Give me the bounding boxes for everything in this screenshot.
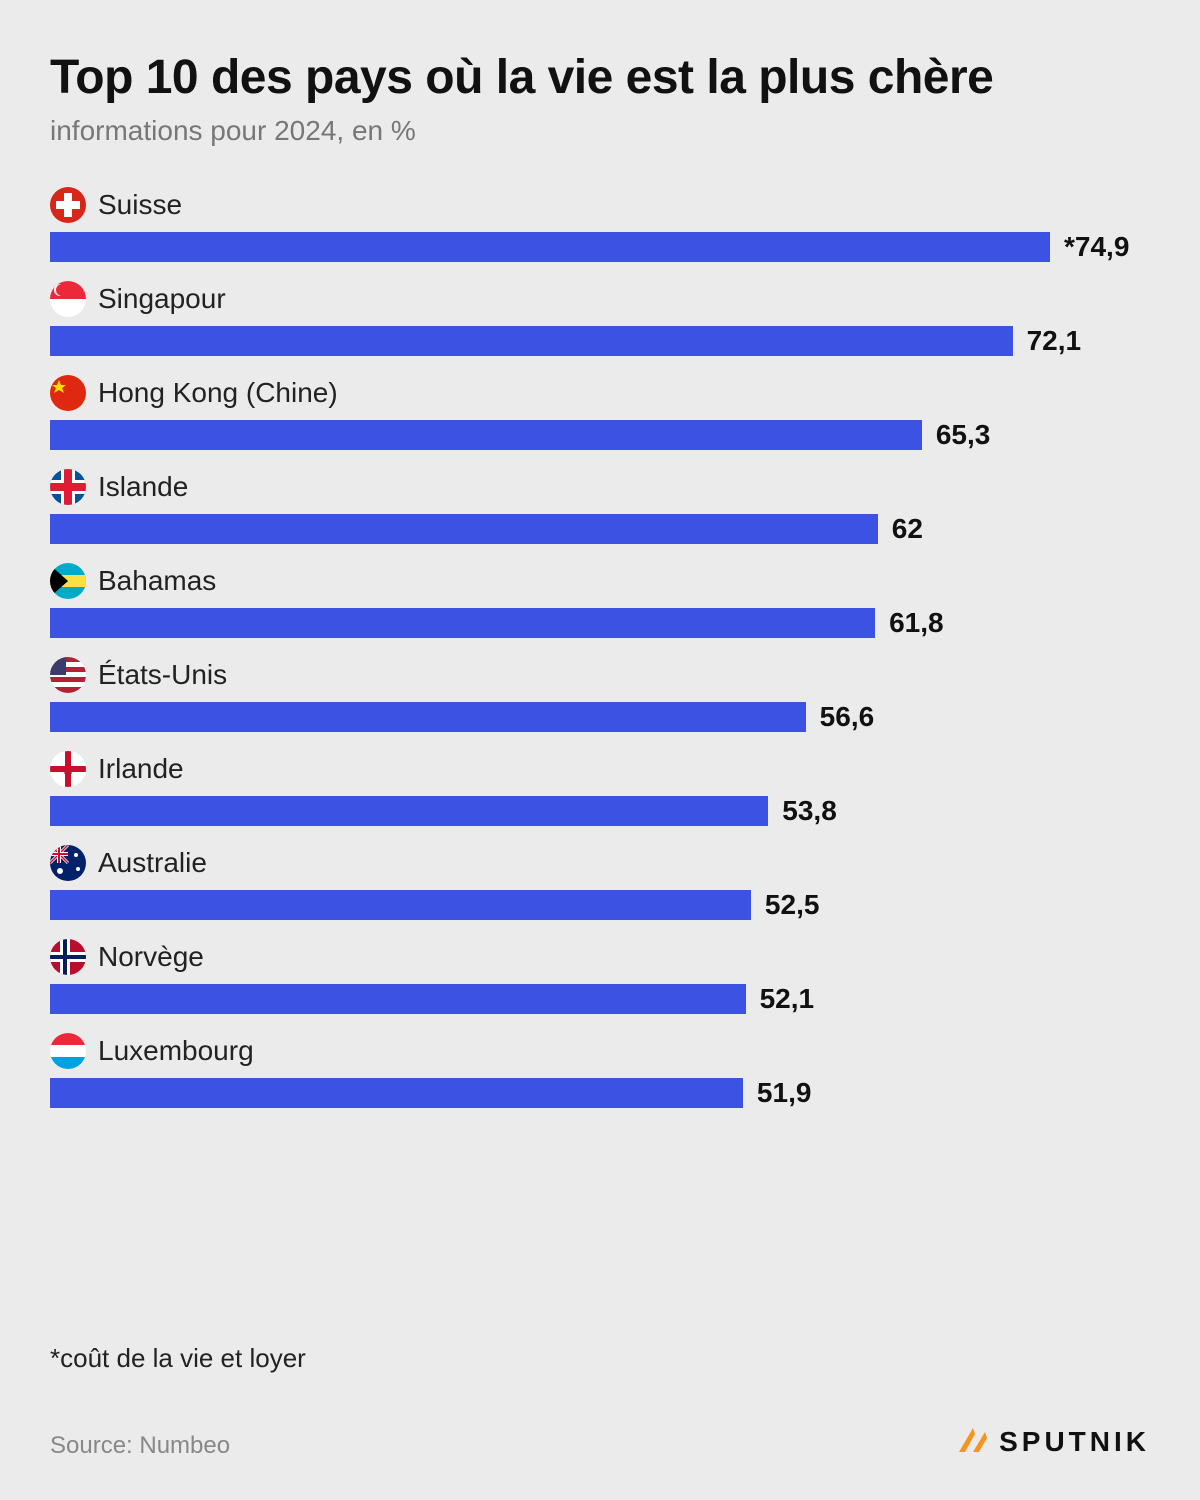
bar-row: Suisse *74,9 <box>50 187 1150 263</box>
bar-line: 52,5 <box>50 889 1150 921</box>
row-label: Bahamas <box>50 563 1150 599</box>
bar-line: 72,1 <box>50 325 1150 357</box>
row-label: États-Unis <box>50 657 1150 693</box>
bar-line: 56,6 <box>50 701 1150 733</box>
bar-value: 61,8 <box>889 607 944 639</box>
bar-line: *74,9 <box>50 231 1150 263</box>
bar-row: Irlande 53,8 <box>50 751 1150 827</box>
flag-icon <box>50 1033 86 1069</box>
bar-value: 51,9 <box>757 1077 812 1109</box>
row-label: Australie <box>50 845 1150 881</box>
bar-line: 65,3 <box>50 419 1150 451</box>
bar-value: *74,9 <box>1064 231 1129 263</box>
country-name: États-Unis <box>98 659 227 691</box>
bar-value: 65,3 <box>936 419 991 451</box>
country-name: Irlande <box>98 753 184 785</box>
bar <box>50 420 922 450</box>
flag-icon <box>50 845 86 881</box>
row-label: Luxembourg <box>50 1033 1150 1069</box>
flag-icon <box>50 751 86 787</box>
chart-subtitle: informations pour 2024, en % <box>50 115 1150 147</box>
source-label: Source: Numbeo <box>50 1432 230 1460</box>
row-label: Islande <box>50 469 1150 505</box>
row-label: Irlande <box>50 751 1150 787</box>
footer: Source: Numbeo SPUTNIK <box>50 1424 1150 1460</box>
brand-text: SPUTNIK <box>999 1426 1150 1458</box>
flag-icon <box>50 469 86 505</box>
row-label: Norvège <box>50 939 1150 975</box>
bar-line: 53,8 <box>50 795 1150 827</box>
bar-value: 52,1 <box>760 983 815 1015</box>
flag-icon <box>50 281 86 317</box>
bar-row: Bahamas 61,8 <box>50 563 1150 639</box>
bar-line: 52,1 <box>50 983 1150 1015</box>
country-name: Suisse <box>98 189 182 221</box>
row-label: Suisse <box>50 187 1150 223</box>
flag-icon <box>50 657 86 693</box>
row-label: Hong Kong (Chine) <box>50 375 1150 411</box>
country-name: Singapour <box>98 283 226 315</box>
chart-footnote: *coût de la vie et loyer <box>50 1343 1150 1374</box>
bar-row: Australie 52,5 <box>50 845 1150 921</box>
sputnik-icon <box>955 1424 991 1460</box>
bar <box>50 702 806 732</box>
bar <box>50 232 1050 262</box>
row-label: Singapour <box>50 281 1150 317</box>
country-name: Australie <box>98 847 207 879</box>
bar <box>50 890 751 920</box>
country-name: Norvège <box>98 941 204 973</box>
bar-line: 61,8 <box>50 607 1150 639</box>
chart-title: Top 10 des pays où la vie est la plus ch… <box>50 50 1150 105</box>
bar-value: 56,6 <box>820 701 875 733</box>
bar-row: Singapour 72,1 <box>50 281 1150 357</box>
bar <box>50 984 746 1014</box>
flag-icon <box>50 375 86 411</box>
flag-icon <box>50 563 86 599</box>
bar <box>50 326 1013 356</box>
flag-icon <box>50 939 86 975</box>
bar-row: Luxembourg 51,9 <box>50 1033 1150 1109</box>
flag-icon <box>50 187 86 223</box>
bar <box>50 1078 743 1108</box>
bar-value: 53,8 <box>782 795 837 827</box>
bar <box>50 796 768 826</box>
country-name: Hong Kong (Chine) <box>98 377 338 409</box>
country-name: Islande <box>98 471 188 503</box>
bar <box>50 608 875 638</box>
bar <box>50 514 878 544</box>
bar-value: 52,5 <box>765 889 820 921</box>
bar-line: 51,9 <box>50 1077 1150 1109</box>
bar-row: États-Unis 56,6 <box>50 657 1150 733</box>
bar-row: Islande 62 <box>50 469 1150 545</box>
bar-chart: Suisse *74,9 Singapour 72,1 Hong Kong (Chine… <box>50 187 1150 1341</box>
bar-row: Hong Kong (Chine) 65,3 <box>50 375 1150 451</box>
country-name: Luxembourg <box>98 1035 254 1067</box>
bar-line: 62 <box>50 513 1150 545</box>
bar-value: 72,1 <box>1027 325 1082 357</box>
brand: SPUTNIK <box>955 1424 1150 1460</box>
bar-value: 62 <box>892 513 923 545</box>
country-name: Bahamas <box>98 565 216 597</box>
bar-row: Norvège 52,1 <box>50 939 1150 1015</box>
